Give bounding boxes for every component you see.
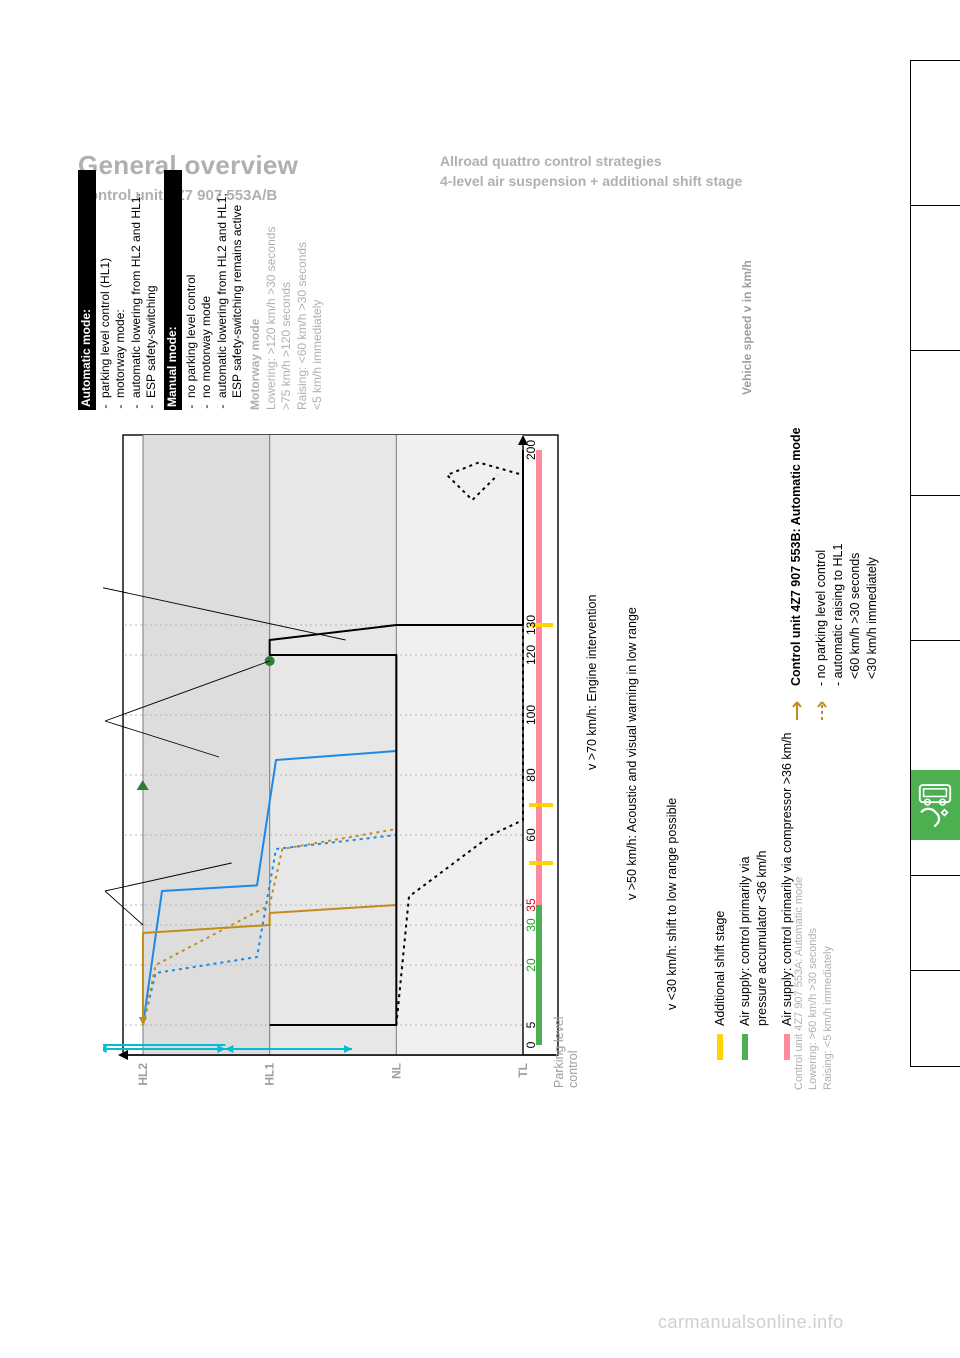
callout-50: v >50 km/h: Acoustic and visual warning … bbox=[625, 607, 639, 900]
legend-553b: Control unit 4Z7 907 553B: Automatic mod… bbox=[788, 427, 888, 720]
svg-text:130: 130 bbox=[524, 615, 538, 635]
legend-text-0: Additional shift stage bbox=[712, 911, 729, 1026]
automatic-item-0: parking level control (HL1) bbox=[98, 170, 114, 398]
legend-553b-1: automatic raising to HL1 bbox=[831, 544, 845, 679]
svg-text:TL: TL bbox=[516, 1063, 530, 1078]
automatic-item-1: motorway mode: bbox=[113, 170, 129, 398]
svg-text:100: 100 bbox=[524, 705, 538, 725]
faint-2: Raising: <5 km/h immediately bbox=[822, 946, 834, 1090]
callout-70: v >70 km/h: Engine intervention bbox=[585, 595, 599, 770]
legend-553a-faint: Control unit 4Z7 907 553A: Automatic mod… bbox=[792, 790, 835, 1090]
legend-553b-title: Control unit 4Z7 907 553B: Automatic mod… bbox=[788, 427, 805, 686]
page: General overview Control unit 4Z7 907 55… bbox=[0, 0, 960, 1358]
x-axis-title-text: Vehicle speed v in km/h bbox=[740, 260, 754, 395]
svg-text:0: 0 bbox=[524, 1041, 538, 1048]
svg-text:120: 120 bbox=[524, 645, 538, 665]
motorway-mode-box: Motorway mode Lowering: >120 km/h >30 se… bbox=[248, 160, 326, 410]
manual-item-0: no parking level control bbox=[184, 170, 200, 398]
legend-swatch-yellow bbox=[717, 1034, 723, 1060]
x-axis-title: Vehicle speed v in km/h bbox=[740, 260, 754, 395]
legend-row-0: Additional shift stage bbox=[712, 733, 729, 1061]
page-title-right: Allroad quattro control strategies 4-lev… bbox=[440, 153, 742, 193]
callout-30: v <30 km/h: shift to low range possible bbox=[665, 798, 679, 1010]
motorway-line-1: >75 km/h >120 seconds bbox=[279, 282, 293, 410]
svg-text:HL2: HL2 bbox=[136, 1063, 150, 1086]
chart: HL2HL1NLTL052030356080100120130200 bbox=[103, 430, 628, 1090]
motorway-line-2: Raising: <60 km/h >30 seconds bbox=[295, 242, 309, 410]
svg-text:NL: NL bbox=[389, 1063, 403, 1079]
automatic-item-2: automatic lowering from HL2 and HL1. bbox=[129, 170, 145, 398]
automatic-mode-title: Automatic mode: bbox=[78, 170, 96, 410]
motorway-title: Motorway mode bbox=[248, 319, 262, 410]
manual-mode-box: Manual mode: no parking level control no… bbox=[164, 170, 246, 410]
svg-text:5: 5 bbox=[524, 1021, 538, 1028]
parking-level-label: Parking levelcontrol bbox=[552, 1016, 580, 1088]
manual-item-1: no motorway mode bbox=[199, 170, 215, 398]
faint-0: Control unit 4Z7 907 553A: Automatic mod… bbox=[793, 877, 805, 1090]
legend-553b-0: no parking level control bbox=[814, 550, 828, 679]
manual-mode-title: Manual mode: bbox=[164, 170, 182, 410]
watermark: carmanualsonline.info bbox=[658, 1312, 844, 1333]
arrow-ochre-dash-icon bbox=[818, 694, 826, 720]
legend-text-1: Air supply: control primarily via pressu… bbox=[737, 851, 771, 1026]
automatic-mode-box: Automatic mode: parking level control (H… bbox=[78, 170, 160, 410]
legend-553b-2: <60 km/h >30 seconds bbox=[848, 553, 862, 679]
manual-item-2: automatic lowering from HL2 and HL1; ESP… bbox=[215, 170, 246, 398]
motorway-line-0: Lowering: >120 km/h >30 seconds bbox=[264, 227, 278, 410]
motorway-line-3: <5 km/h immediately bbox=[310, 300, 324, 410]
svg-text:HL1: HL1 bbox=[263, 1063, 277, 1086]
svg-text:80: 80 bbox=[524, 768, 538, 782]
legend: Additional shift stage Air supply: contr… bbox=[712, 733, 804, 1061]
header-right-1: Allroad quattro control strategies bbox=[440, 153, 742, 169]
legend-swatch-pink bbox=[784, 1034, 790, 1060]
svg-text:35: 35 bbox=[524, 898, 538, 912]
legend-swatch-green bbox=[742, 1034, 748, 1060]
chart-svg: HL2HL1NLTL052030356080100120130200 bbox=[103, 430, 623, 1090]
legend-553b-3: <30 km/h immediately bbox=[865, 557, 879, 679]
svg-text:60: 60 bbox=[524, 828, 538, 842]
header-right-2: 4-level air suspension + additional shif… bbox=[440, 173, 742, 189]
arrow-ochre-solid-icon bbox=[793, 694, 801, 720]
faint-1: Lowering: >60 km/h >30 seconds bbox=[807, 928, 819, 1090]
thumb-rail bbox=[910, 0, 960, 1358]
legend-row-1: Air supply: control primarily via pressu… bbox=[737, 733, 771, 1061]
svg-text:30: 30 bbox=[524, 918, 538, 932]
svg-text:20: 20 bbox=[524, 958, 538, 972]
automatic-item-3: ESP safety-switching bbox=[144, 170, 160, 398]
